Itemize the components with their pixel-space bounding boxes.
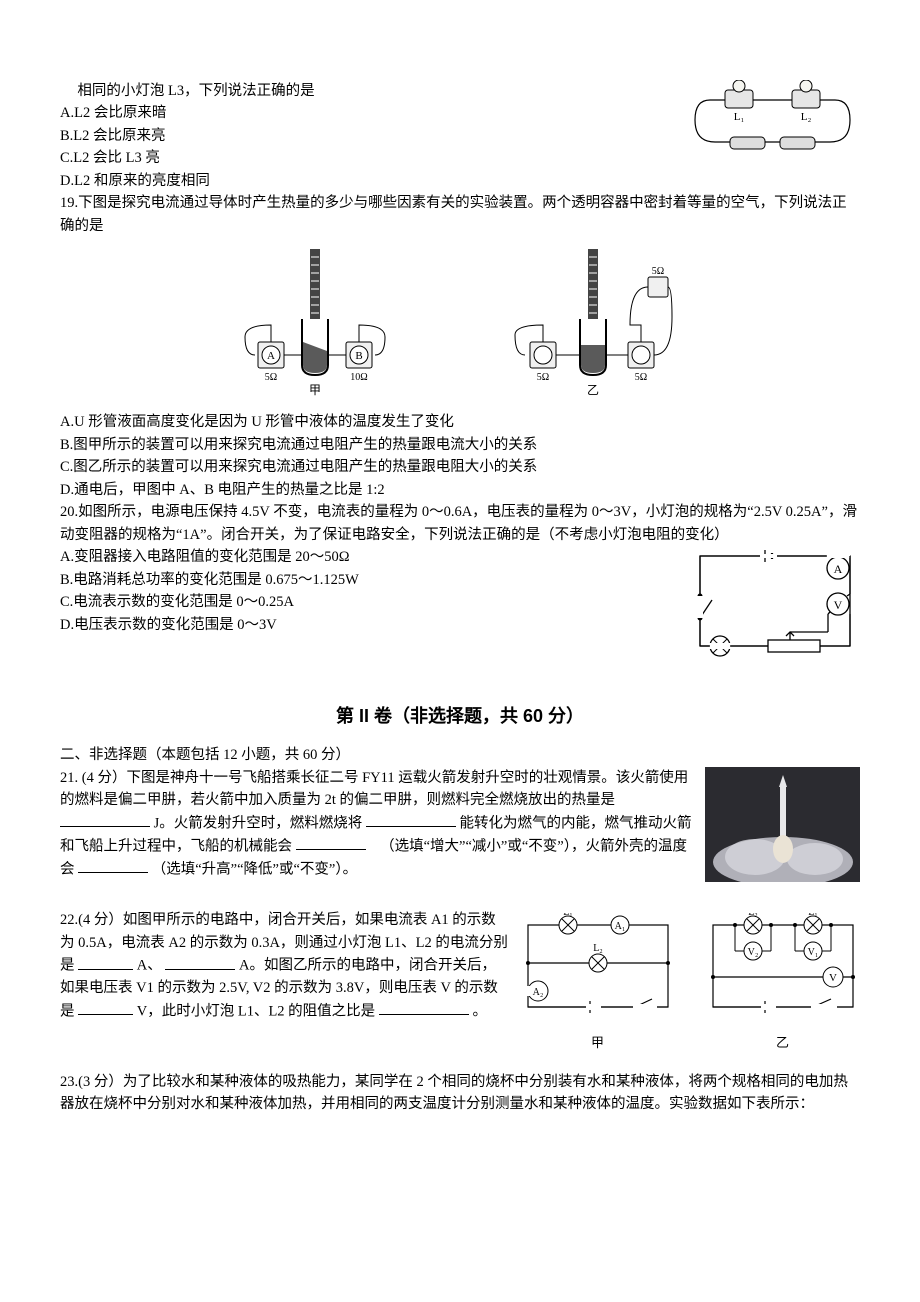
q22-p4: V，此时小灯泡 L1、L2 的阻值之比是 (137, 1003, 375, 1019)
q21-blank-1[interactable] (60, 812, 150, 828)
q22-figures: L₁ A₁ L₂ A₂ (520, 913, 860, 1053)
q21-p2: J。火箭发射升空时，燃料燃烧将 (154, 815, 363, 831)
q22-cap-jia: 甲 (520, 1033, 675, 1053)
q22-blank-3[interactable] (78, 1000, 133, 1016)
q18: L₁ L₂ 相同的小灯泡 L3，下列说法正确的是 A.L2 会比原来暗 B.L2… (60, 80, 860, 192)
label-l1: L₁ (734, 111, 745, 123)
q21-blank-4[interactable] (78, 858, 148, 874)
q21: 21. (4 分）下图是神舟十一号飞船搭乘长征二号 FY11 运载火箭发射升空时… (60, 767, 860, 897)
svg-text:V: V (829, 972, 837, 984)
q19: 19.下图是探究电流通过导体时产生热量的多少与哪些因素有关的实验装置。两个透明容… (60, 192, 860, 501)
q21-blank-3[interactable] (296, 835, 366, 851)
svg-text:5Ω: 5Ω (265, 372, 277, 383)
q21-p1: 21. (4 分）下图是神舟十一号飞船搭乘长征二号 FY11 运载火箭发射升空时… (60, 770, 688, 808)
section-header: 二、非选择题（本题包括 12 小题，共 60 分） (60, 744, 860, 766)
q20-figure: A V (690, 546, 860, 668)
q19-opt-c: C.图乙所示的装置可以用来探究电流通过电阻产生的热量跟电阻大小的关系 (60, 456, 860, 478)
svg-text:A: A (834, 562, 843, 576)
q19-figures: A 5Ω B 10Ω 甲 (60, 247, 860, 397)
svg-text:5Ω: 5Ω (635, 372, 647, 383)
svg-text:L₁: L₁ (808, 913, 818, 918)
q20: 20.如图所示，电源电压保持 4.5V 不变，电流表的量程为 0～0.6A，电压… (60, 501, 860, 676)
q22-cap-yi: 乙 (705, 1033, 860, 1053)
q19-opt-b: B.图甲所示的装置可以用来探究电流通过电阻产生的热量跟电流大小的关系 (60, 434, 860, 456)
svg-text:V₂: V₂ (748, 947, 759, 958)
q18-opt-d: D.L2 和原来的亮度相同 (60, 170, 860, 192)
q23-stem: 23.(3 分）为了比较水和某种液体的吸热能力，某同学在 2 个相同的烧杯中分别… (60, 1071, 860, 1116)
svg-text:10Ω: 10Ω (350, 372, 367, 383)
svg-text:V: V (834, 598, 843, 612)
q22-p5: 。 (472, 1003, 487, 1019)
svg-text:A₂: A₂ (533, 987, 544, 998)
q18-figure: L₁ L₂ (685, 80, 860, 167)
q19-fig-jia: A 5Ω B 10Ω 甲 (240, 247, 390, 397)
q22-p2: A、 (137, 958, 162, 974)
q22-blank-1[interactable] (78, 954, 133, 970)
label-l2: L₂ (801, 111, 812, 123)
svg-text:5Ω: 5Ω (652, 266, 664, 277)
svg-text:乙: 乙 (587, 383, 599, 397)
svg-text:B: B (355, 350, 362, 362)
q22-fig-yi: L₂ L₁ V₂ V₁ (705, 913, 860, 1023)
q19-opt-d: D.通电后，甲图中 A、B 电阻产生的热量之比是 1:2 (60, 479, 860, 501)
svg-text:5Ω: 5Ω (537, 372, 549, 383)
q20-stem: 20.如图所示，电源电压保持 4.5V 不变，电流表的量程为 0～0.6A，电压… (60, 501, 860, 546)
svg-text:A: A (267, 350, 275, 362)
svg-text:L₁: L₁ (563, 913, 573, 918)
q19-stem: 19.下图是探究电流通过导体时产生热量的多少与哪些因素有关的实验装置。两个透明容… (60, 192, 860, 237)
q19-opt-a: A.U 形管液面高度变化是因为 U 形管中液体的温度发生了变化 (60, 411, 860, 433)
q21-figure (705, 767, 860, 889)
q22-blank-4[interactable] (379, 1000, 469, 1016)
q23: 23.(3 分）为了比较水和某种液体的吸热能力，某同学在 2 个相同的烧杯中分别… (60, 1071, 860, 1116)
svg-text:L₂: L₂ (593, 943, 603, 954)
q22: L₁ A₁ L₂ A₂ (60, 909, 860, 1059)
svg-text:L₂: L₂ (748, 913, 758, 918)
q21-blank-2[interactable] (366, 812, 456, 828)
q21-p5: （选填“升高”“降低”或“不变”）。 (152, 861, 357, 877)
q19-fig-yi: 5Ω 5Ω 5Ω 乙 (510, 247, 680, 397)
q22-fig-jia: L₁ A₁ L₂ A₂ (520, 913, 675, 1023)
section-title: 第 II 卷（非选择题，共 60 分） (60, 703, 860, 731)
q22-blank-2[interactable] (165, 954, 235, 970)
svg-text:V₁: V₁ (808, 947, 819, 958)
svg-text:甲: 甲 (309, 383, 321, 397)
svg-text:A₁: A₁ (615, 921, 626, 932)
